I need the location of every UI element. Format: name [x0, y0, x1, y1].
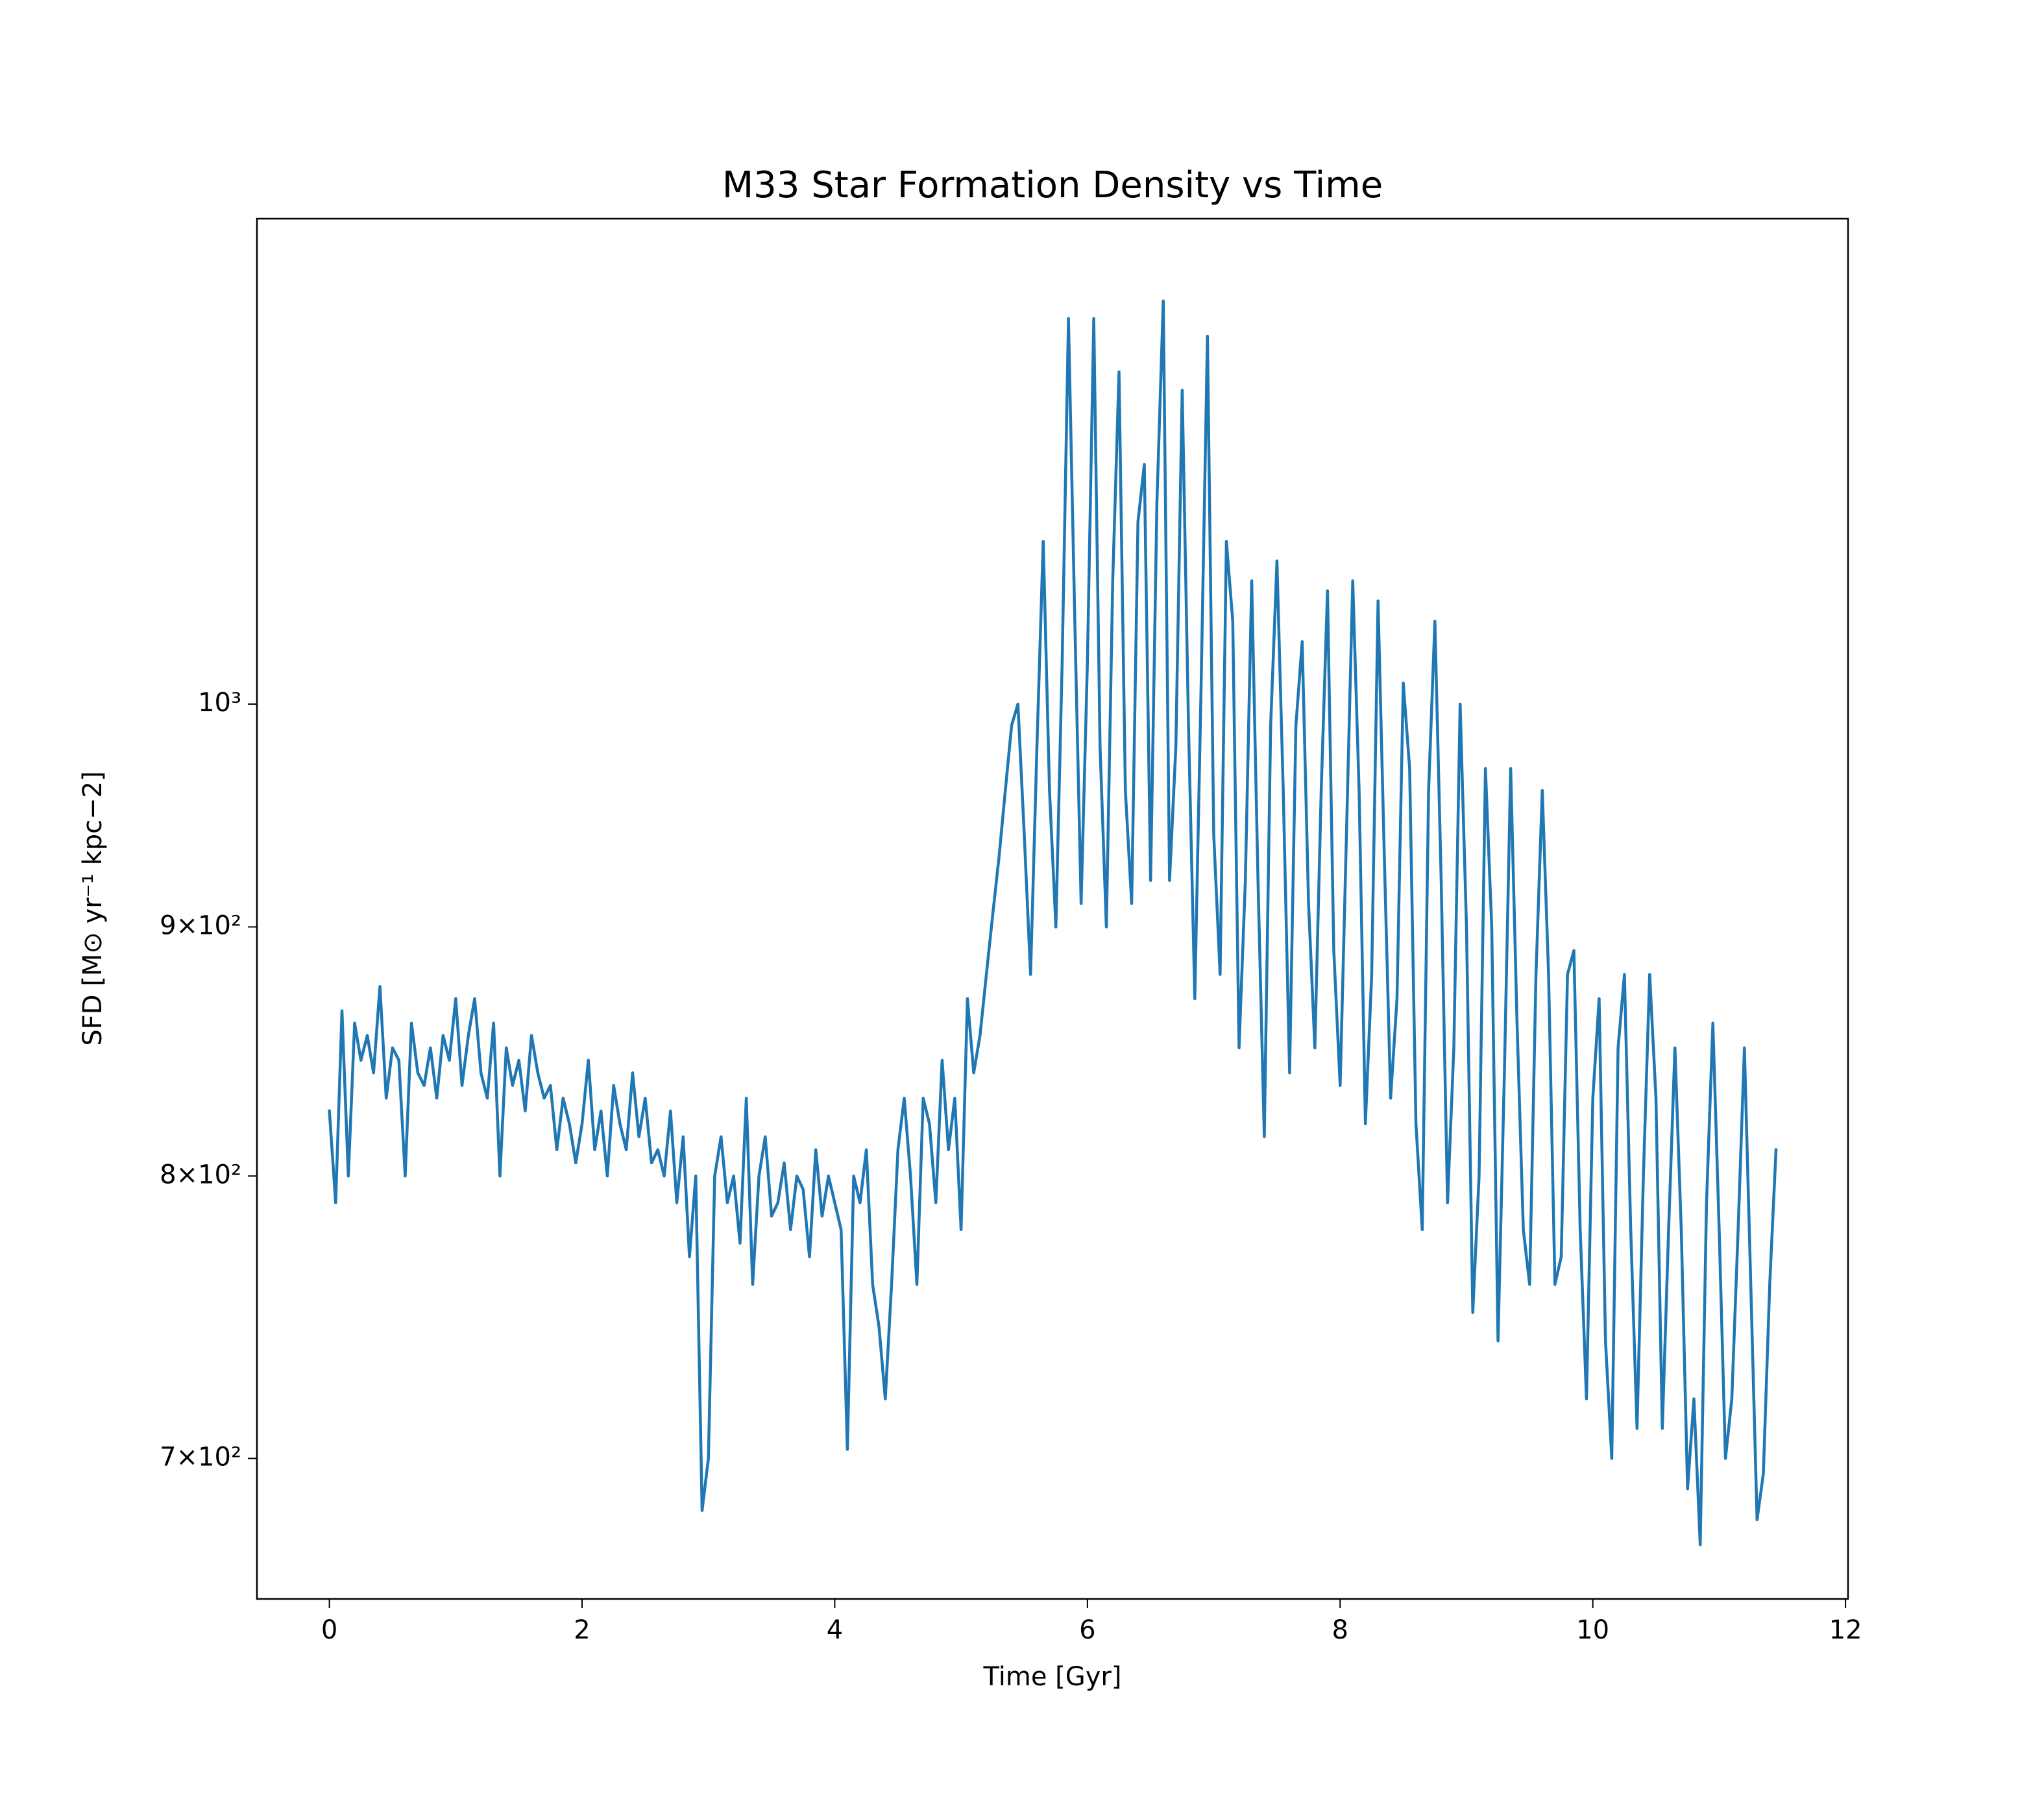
x-tick-label: 2 [574, 1615, 590, 1645]
data-line [328, 299, 1778, 1546]
x-tick-label: 6 [1079, 1615, 1095, 1645]
y-tick-label: 9×10² [160, 910, 241, 940]
y-tick-label: 7×10² [160, 1442, 241, 1472]
x-tick-label: 10 [1576, 1615, 1609, 1645]
y-axis-label: SFD [M⊙ yr⁻¹ kpc−2] [78, 771, 108, 1045]
x-tick-label: 8 [1332, 1615, 1348, 1645]
y-tick-label: 8×10² [160, 1160, 241, 1189]
y-tick-label: 10³ [198, 688, 241, 718]
chart-title: M33 Star Formation Density vs Time [722, 164, 1383, 206]
x-axis-label: Time [Gyr] [983, 1662, 1122, 1692]
x-tick-label: 4 [827, 1615, 843, 1645]
x-tick-label: 0 [321, 1615, 337, 1645]
x-tick-label: 12 [1829, 1615, 1862, 1645]
plot-frame [256, 217, 1849, 1600]
